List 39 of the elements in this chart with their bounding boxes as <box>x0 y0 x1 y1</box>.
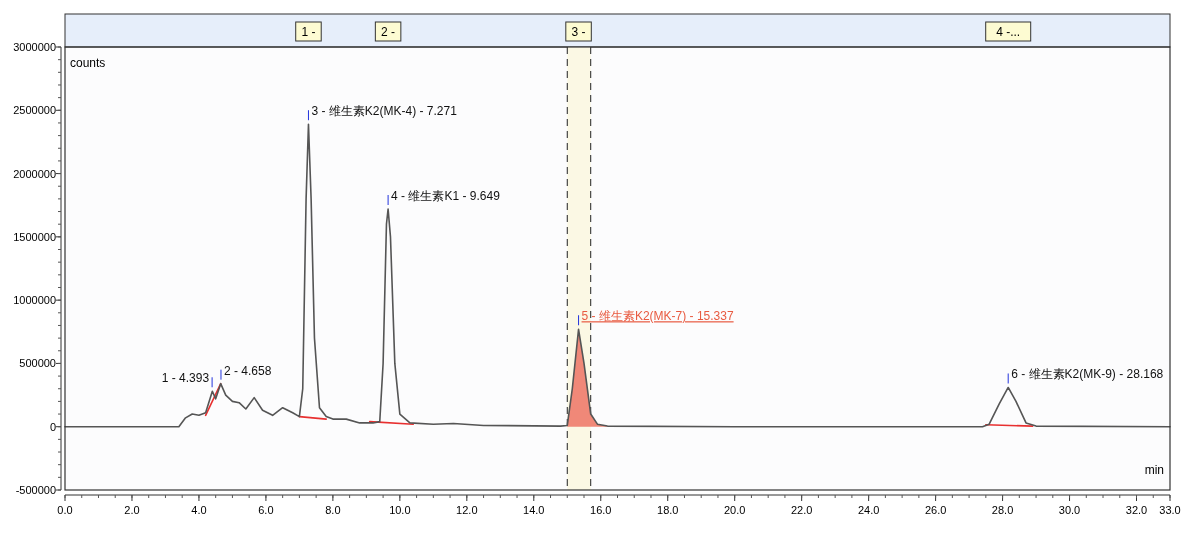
annotation: 6 - 维生素K2(MK-9) - 28.168 <box>1011 367 1164 382</box>
x-tick-label: 0.0 <box>57 504 73 516</box>
y-tick-label: 2500000 <box>13 104 56 117</box>
x-tick-label: 12.0 <box>456 504 478 516</box>
text: 1 - <box>301 25 316 39</box>
y-tick-label: -500000 <box>15 484 56 496</box>
x-tick-label: 22.0 <box>790 504 813 516</box>
x-tick-label: 24.0 <box>857 504 880 516</box>
y-tick-label: 3000000 <box>13 41 56 53</box>
text: 4 -... <box>996 25 1021 39</box>
y-tick-label: 500000 <box>19 357 56 370</box>
x-tick-label: 32.0 <box>1125 504 1148 516</box>
x-tick-label: 26.0 <box>924 504 947 516</box>
x-tick-label: 28.0 <box>991 504 1014 516</box>
x-tick-label: 20.0 <box>723 504 746 516</box>
text: 3 - <box>571 25 586 39</box>
x-tick-label: 8.0 <box>325 504 341 516</box>
annotation: 4 - 维生素K1 - 9.649 <box>391 189 501 204</box>
x-tick-label: 2.0 <box>124 504 140 516</box>
y-tick-label: 1000000 <box>13 294 56 307</box>
y-axis-title: counts <box>70 56 106 70</box>
x-tick-label: 16.0 <box>590 504 612 516</box>
y-tick-label: 2000000 <box>13 167 56 180</box>
y-tick-label: 0 <box>49 420 56 433</box>
x-tick-label: 10.0 <box>389 504 411 516</box>
annotation: 1 - 4.393 <box>161 371 210 386</box>
annotation: 2 - 4.658 <box>223 363 272 378</box>
annotation: 3 - 维生素K2(MK-4) - 7.271 <box>311 104 458 119</box>
line-series <box>64 123 1171 428</box>
x-tick-label: 30.0 <box>1058 504 1081 516</box>
x-tick-label: 33.0 <box>1159 504 1181 516</box>
x-axis-title: min <box>1144 463 1164 477</box>
text: 2 - <box>381 25 396 39</box>
x-tick-label: 18.0 <box>657 504 679 516</box>
y-tick-label: 1500000 <box>13 230 56 243</box>
x-tick-label: 4.0 <box>191 504 207 516</box>
annotation: 5 - 维生素K2(MK-7) - 15.337 <box>581 309 734 324</box>
x-tick-label: 6.0 <box>258 504 274 516</box>
x-tick-label: 14.0 <box>523 504 545 516</box>
